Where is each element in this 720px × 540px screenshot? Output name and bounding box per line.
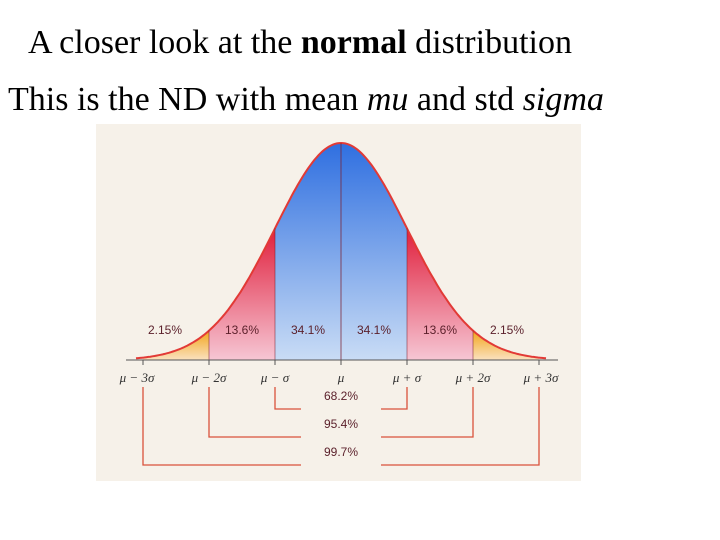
normal-distribution-figure: 2.15% 13.6% 34.1% 34.1% 13.6% 2.15% μ − 3σ μ −… bbox=[96, 124, 581, 481]
slide-subtitle: This is the ND with mean mu and std sigm… bbox=[8, 83, 604, 117]
range-bracket bbox=[274, 387, 408, 410]
x-tick-label: μ + 3σ bbox=[523, 370, 559, 385]
subtitle-sigma: sigma bbox=[522, 81, 604, 118]
band-percent-label: 34.1% bbox=[291, 323, 325, 337]
x-tick-label: μ − σ bbox=[260, 370, 290, 385]
x-tick-label: μ + σ bbox=[392, 370, 422, 385]
title-text-bold: normal bbox=[300, 24, 407, 61]
x-tick-label: μ − 3σ bbox=[119, 370, 155, 385]
x-tick-label: μ − 2σ bbox=[191, 370, 227, 385]
normal-curve-chart: 2.15% 13.6% 34.1% 34.1% 13.6% 2.15% μ − 3σ μ −… bbox=[96, 124, 581, 481]
range-percent-label: 99.7% bbox=[324, 445, 358, 459]
subtitle-text-pre: This is the ND with mean bbox=[8, 81, 367, 118]
slide-title: A closer look at the normal distribution bbox=[28, 26, 572, 60]
range-percent-label: 68.2% bbox=[324, 389, 358, 403]
band-percent-label: 13.6% bbox=[423, 323, 457, 337]
area-band-5 bbox=[473, 330, 539, 360]
range-percent-label: 95.4% bbox=[324, 417, 358, 431]
band-percent-label: 2.15% bbox=[490, 323, 524, 337]
title-text-post: distribution bbox=[406, 24, 572, 61]
subtitle-mu: mu bbox=[366, 81, 409, 118]
band-percent-label: 2.15% bbox=[148, 323, 182, 337]
band-percent-label: 13.6% bbox=[225, 323, 259, 337]
x-tick-label: μ bbox=[337, 370, 345, 385]
title-text-pre: A closer look at the bbox=[28, 24, 301, 61]
range-bracket bbox=[142, 387, 540, 466]
x-tick-label: μ + 2σ bbox=[455, 370, 491, 385]
band-percent-label: 34.1% bbox=[357, 323, 391, 337]
subtitle-text-mid: and std bbox=[408, 81, 523, 118]
area-band-0 bbox=[143, 330, 209, 360]
range-bracket bbox=[208, 387, 474, 438]
